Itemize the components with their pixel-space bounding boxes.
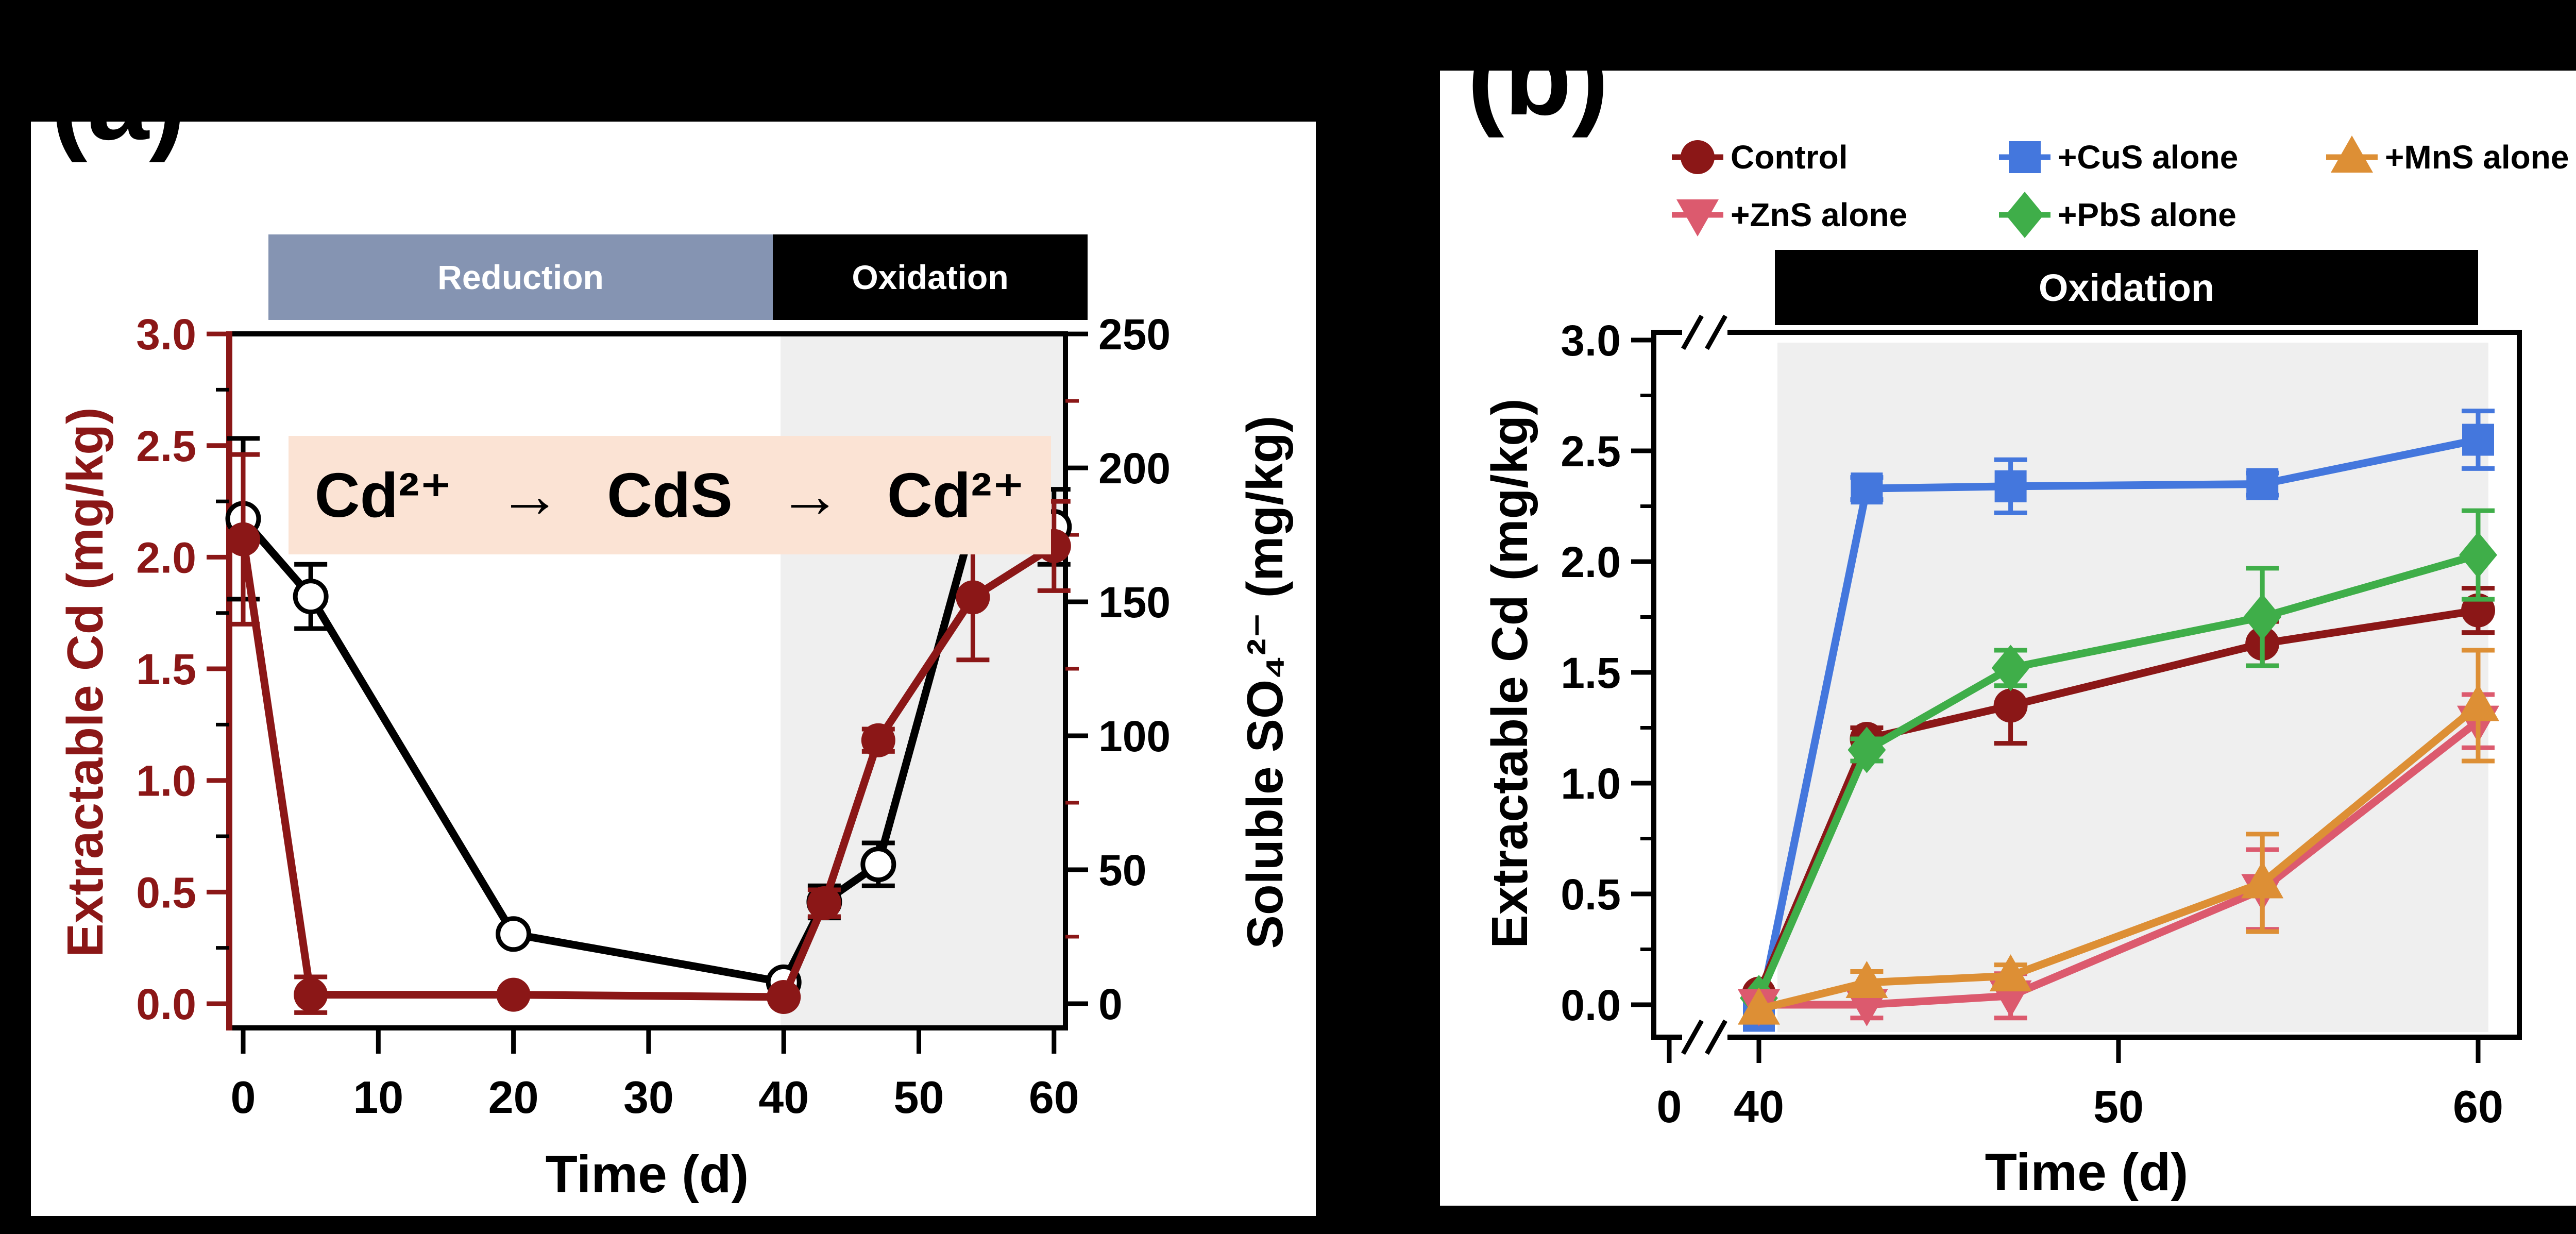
- svg-text:0.0: 0.0: [136, 980, 196, 1028]
- svg-text:150: 150: [1098, 578, 1171, 627]
- svg-text:0: 0: [1098, 980, 1123, 1028]
- panel-a-label: (a): [50, 39, 186, 163]
- svg-text:200: 200: [1098, 444, 1171, 493]
- panel-b-x-axis-title: Time (d): [1985, 1143, 2189, 1202]
- svg-text:40: 40: [1734, 1081, 1784, 1132]
- control-circle-icon: [1672, 134, 1723, 180]
- svg-text:1.5: 1.5: [136, 645, 196, 694]
- legend-item-cus: +CuS alone: [1999, 131, 2238, 183]
- svg-text:2.5: 2.5: [136, 422, 196, 470]
- svg-text:3.0: 3.0: [136, 310, 196, 359]
- svg-text:0: 0: [231, 1072, 256, 1123]
- svg-text:20: 20: [488, 1072, 539, 1123]
- legend-item-zns: +ZnS alone: [1672, 189, 1907, 241]
- mns-triangle-up-icon: [2326, 134, 2378, 180]
- svg-text:2.0: 2.0: [136, 533, 196, 582]
- svg-text:50: 50: [2093, 1081, 2144, 1132]
- svg-text:0.5: 0.5: [1561, 870, 1621, 919]
- svg-text:30: 30: [623, 1072, 674, 1123]
- svg-text:2.0: 2.0: [1561, 538, 1621, 586]
- svg-text:0: 0: [1657, 1081, 1682, 1132]
- svg-text:50: 50: [894, 1072, 944, 1123]
- svg-text:60: 60: [1029, 1072, 1079, 1123]
- zns-triangle-down-icon: [1672, 192, 1723, 238]
- svg-text:1.0: 1.0: [1561, 759, 1621, 808]
- legend-item-control: Control: [1672, 131, 1848, 183]
- legend-label-cus: +CuS alone: [2058, 139, 2239, 176]
- legend-item-mns: +MnS alone: [2326, 131, 2569, 183]
- panel-a-y-right-axis-title: Soluble SO₄²⁻ (mg/kg): [1236, 415, 1293, 949]
- svg-text:250: 250: [1098, 310, 1171, 359]
- cus-square-icon: [1999, 134, 2050, 180]
- legend-label-control: Control: [1731, 139, 1848, 176]
- svg-text:0.5: 0.5: [136, 868, 196, 917]
- reduction-phase-band: Reduction: [268, 234, 773, 320]
- panel-a: 0.0 0.5 1.0 1.5 2.0 2.5 3.0 0 50 100 150 200 250 0 10 2…: [31, 122, 1316, 1216]
- oxidation-phase-band-b: Oxidation: [1775, 250, 2478, 325]
- svg-text:10: 10: [353, 1072, 403, 1123]
- panel-b-chart: 0.0 0.5 1.0 1.5 2.0 2.5 3.0 0 40 50 60: [1561, 314, 2522, 1132]
- panel-b: 0.0 0.5 1.0 1.5 2.0 2.5 3.0 0 40 50 60 Control +Cu…: [1440, 71, 2576, 1206]
- svg-text:40: 40: [758, 1072, 809, 1123]
- svg-text:2.5: 2.5: [1561, 427, 1621, 476]
- panel-a-x-axis-title: Time (d): [545, 1145, 749, 1204]
- legend-label-pbs: +PbS alone: [2058, 196, 2236, 233]
- panel-b-y-axis-title: Extractable Cd (mg/kg): [1481, 398, 1538, 949]
- svg-text:60: 60: [2453, 1081, 2503, 1132]
- svg-text:100: 100: [1098, 712, 1171, 760]
- svg-text:50: 50: [1098, 846, 1146, 894]
- legend-label-zns: +ZnS alone: [1731, 196, 1908, 233]
- svg-text:1.5: 1.5: [1561, 649, 1621, 697]
- panel-b-label: (b): [1467, 14, 1609, 138]
- oxidation-phase-band-a: Oxidation: [773, 234, 1088, 320]
- svg-text:1.0: 1.0: [136, 757, 196, 805]
- svg-text:3.0: 3.0: [1561, 316, 1621, 365]
- panel-a-y-left-axis-title: Extractable Cd (mg/kg): [57, 407, 113, 957]
- pbs-diamond-icon: [1999, 192, 2050, 238]
- legend-item-pbs: +PbS alone: [1999, 189, 2236, 241]
- legend-label-mns: +MnS alone: [2385, 139, 2569, 176]
- reaction-annotation: Cd²⁺ → CdS → Cd²⁺: [289, 436, 1051, 554]
- svg-text:0.0: 0.0: [1561, 981, 1621, 1029]
